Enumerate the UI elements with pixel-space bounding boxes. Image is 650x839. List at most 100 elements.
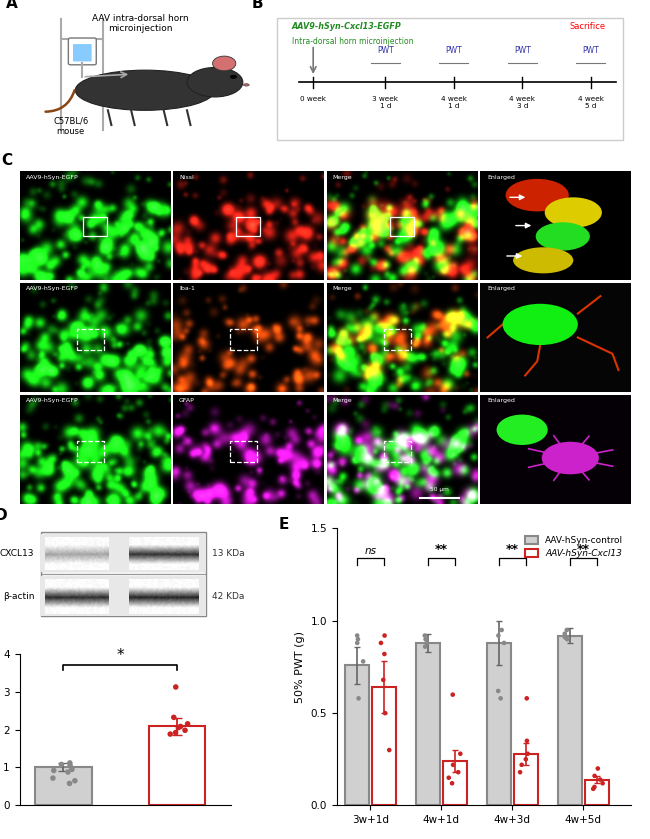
Bar bbox=[372, 687, 396, 805]
Point bbox=[453, 765, 463, 779]
Point bbox=[495, 691, 506, 705]
Y-axis label: 50% PWT (g): 50% PWT (g) bbox=[295, 631, 305, 703]
Text: Enlarged: Enlarged bbox=[488, 175, 515, 180]
Point bbox=[448, 688, 458, 701]
Text: AAV9-hSyn-EGFP: AAV9-hSyn-EGFP bbox=[25, 399, 78, 404]
Point bbox=[562, 633, 573, 646]
Point bbox=[420, 640, 430, 654]
Point bbox=[358, 654, 369, 668]
Point bbox=[57, 758, 67, 771]
Text: PWT: PWT bbox=[377, 46, 394, 55]
Point bbox=[64, 777, 75, 790]
Text: **: ** bbox=[506, 543, 519, 556]
Point bbox=[447, 777, 458, 790]
Point bbox=[515, 765, 525, 779]
Bar bbox=[148, 727, 205, 805]
Text: 3 week
1 d: 3 week 1 d bbox=[372, 96, 398, 108]
Bar bbox=[384, 329, 411, 351]
Point bbox=[49, 763, 59, 777]
Ellipse shape bbox=[497, 414, 548, 445]
Text: **: ** bbox=[435, 543, 448, 556]
Point bbox=[376, 636, 386, 649]
Point bbox=[67, 763, 77, 776]
Point bbox=[380, 706, 390, 720]
Ellipse shape bbox=[187, 67, 243, 97]
Ellipse shape bbox=[502, 304, 578, 345]
Bar bbox=[41, 576, 205, 616]
Text: Sacrifice: Sacrifice bbox=[569, 22, 605, 31]
Text: β-actin: β-actin bbox=[3, 592, 34, 602]
Bar bbox=[77, 329, 104, 351]
Text: AAV9-hSyn-EGFP: AAV9-hSyn-EGFP bbox=[25, 286, 78, 291]
Point bbox=[180, 723, 190, 737]
Point bbox=[523, 747, 533, 760]
Bar bbox=[584, 779, 608, 805]
Text: CXCL13: CXCL13 bbox=[0, 550, 34, 559]
Point bbox=[448, 758, 458, 772]
Point bbox=[183, 717, 193, 731]
Point bbox=[421, 633, 431, 646]
Ellipse shape bbox=[213, 56, 236, 70]
Point bbox=[64, 756, 75, 769]
Text: 4 week
1 d: 4 week 1 d bbox=[441, 96, 467, 108]
Point bbox=[521, 691, 532, 705]
Point bbox=[173, 721, 183, 734]
Point bbox=[65, 758, 75, 772]
Text: Merge: Merge bbox=[333, 286, 352, 291]
FancyBboxPatch shape bbox=[277, 18, 623, 140]
Ellipse shape bbox=[243, 84, 249, 86]
Point bbox=[588, 782, 599, 795]
Text: 4 week
3 d: 4 week 3 d bbox=[510, 96, 536, 108]
Point bbox=[380, 628, 390, 642]
Bar bbox=[558, 635, 582, 805]
Text: 42 KDa: 42 KDa bbox=[212, 592, 244, 602]
Point bbox=[560, 631, 570, 644]
Point bbox=[499, 636, 509, 649]
Bar bbox=[384, 440, 411, 462]
Bar bbox=[41, 534, 205, 572]
Text: Merge: Merge bbox=[333, 399, 352, 404]
Point bbox=[353, 633, 363, 646]
FancyArrowPatch shape bbox=[46, 91, 75, 112]
Text: Enlarged: Enlarged bbox=[488, 286, 515, 291]
Point bbox=[352, 636, 363, 649]
Ellipse shape bbox=[541, 442, 599, 474]
FancyBboxPatch shape bbox=[68, 38, 96, 65]
Point bbox=[593, 762, 603, 775]
Text: *: * bbox=[116, 649, 124, 664]
Point bbox=[597, 777, 608, 790]
Point bbox=[421, 636, 432, 649]
Bar bbox=[41, 532, 205, 616]
Bar bbox=[236, 216, 260, 237]
Text: D: D bbox=[0, 508, 6, 523]
Point bbox=[354, 691, 364, 705]
Text: Intra-dorsal horn microinjection: Intra-dorsal horn microinjection bbox=[292, 37, 413, 45]
Circle shape bbox=[230, 75, 237, 79]
Point bbox=[168, 711, 179, 724]
Bar bbox=[34, 767, 92, 805]
Point bbox=[590, 780, 600, 794]
Text: A: A bbox=[6, 0, 18, 11]
Ellipse shape bbox=[545, 197, 602, 227]
Ellipse shape bbox=[536, 222, 590, 251]
Point bbox=[352, 628, 362, 642]
Text: GFAP: GFAP bbox=[179, 399, 195, 404]
Point bbox=[420, 628, 430, 642]
Text: PWT: PWT bbox=[582, 46, 599, 55]
Text: Iba-1: Iba-1 bbox=[179, 286, 195, 291]
Point bbox=[522, 734, 532, 748]
Text: AAV intra-dorsal horn
microinjection: AAV intra-dorsal horn microinjection bbox=[92, 14, 188, 34]
Text: PWT: PWT bbox=[445, 46, 462, 55]
Bar bbox=[487, 643, 511, 805]
Point bbox=[497, 623, 507, 637]
Point bbox=[170, 726, 181, 739]
Bar bbox=[83, 216, 107, 237]
Text: C57BL/6
mouse: C57BL/6 mouse bbox=[53, 117, 88, 136]
Point bbox=[517, 758, 527, 772]
Bar bbox=[390, 216, 414, 237]
Point bbox=[493, 628, 504, 642]
Text: AAV9-hSyn-Cxcl13-EGFP: AAV9-hSyn-Cxcl13-EGFP bbox=[292, 22, 401, 31]
Point bbox=[70, 774, 80, 788]
Bar bbox=[443, 761, 467, 805]
Bar bbox=[77, 440, 104, 462]
